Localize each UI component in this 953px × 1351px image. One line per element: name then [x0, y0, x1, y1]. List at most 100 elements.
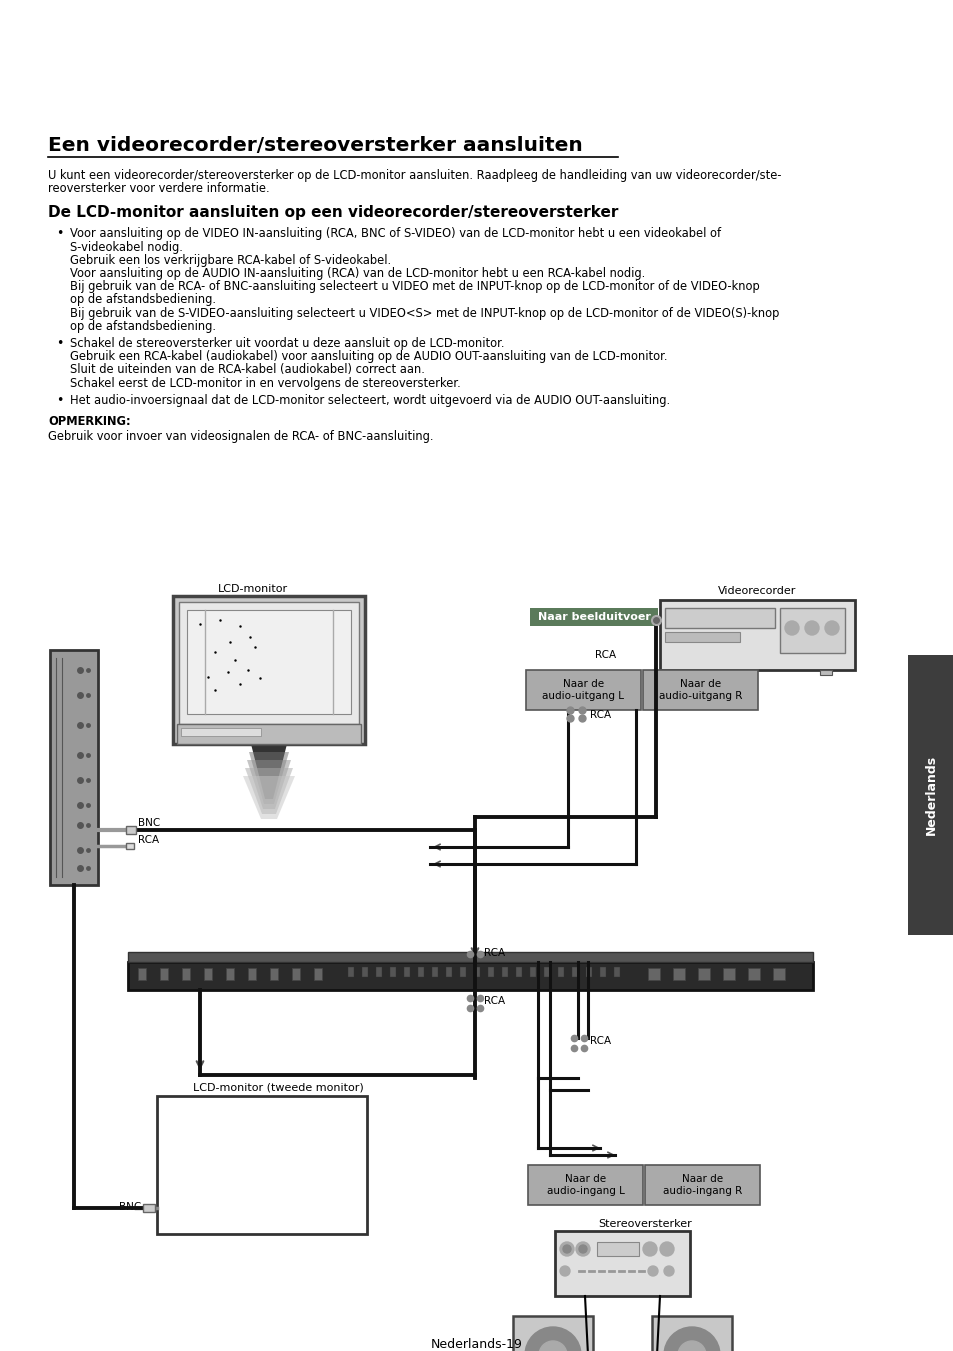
Polygon shape — [249, 753, 289, 804]
Polygon shape — [247, 761, 291, 809]
Text: Nederlands: Nederlands — [923, 755, 937, 835]
FancyBboxPatch shape — [555, 1231, 689, 1296]
Text: •: • — [56, 227, 63, 240]
Text: RCA: RCA — [589, 1036, 611, 1046]
FancyBboxPatch shape — [292, 969, 299, 979]
FancyBboxPatch shape — [128, 962, 812, 990]
FancyBboxPatch shape — [527, 1165, 642, 1205]
Circle shape — [562, 1246, 571, 1252]
Text: RCA: RCA — [483, 948, 504, 958]
FancyBboxPatch shape — [672, 969, 684, 979]
FancyBboxPatch shape — [177, 724, 360, 744]
Polygon shape — [243, 775, 294, 819]
FancyBboxPatch shape — [157, 1096, 367, 1233]
FancyBboxPatch shape — [747, 969, 760, 979]
FancyBboxPatch shape — [679, 670, 691, 676]
Text: Naar de
audio-uitgang L: Naar de audio-uitgang L — [542, 680, 624, 701]
Text: U kunt een videorecorder/stereoversterker op de LCD-monitor aansluiten. Raadplee: U kunt een videorecorder/stereoversterke… — [48, 169, 781, 182]
FancyBboxPatch shape — [226, 969, 233, 979]
FancyBboxPatch shape — [722, 969, 734, 979]
FancyBboxPatch shape — [530, 608, 658, 626]
FancyBboxPatch shape — [698, 969, 709, 979]
Polygon shape — [245, 767, 293, 815]
FancyBboxPatch shape — [907, 655, 953, 935]
FancyBboxPatch shape — [182, 969, 190, 979]
FancyBboxPatch shape — [543, 967, 550, 977]
FancyBboxPatch shape — [50, 650, 98, 885]
Text: Sluit de uiteinden van de RCA-kabel (audiokabel) correct aan.: Sluit de uiteinden van de RCA-kabel (aud… — [70, 363, 424, 377]
Text: LCD-monitor (tweede monitor): LCD-monitor (tweede monitor) — [193, 1084, 363, 1093]
Circle shape — [678, 1342, 705, 1351]
FancyBboxPatch shape — [314, 969, 322, 979]
FancyBboxPatch shape — [659, 600, 854, 670]
FancyBboxPatch shape — [488, 967, 494, 977]
FancyBboxPatch shape — [647, 969, 659, 979]
FancyBboxPatch shape — [664, 608, 774, 628]
Text: Bij gebruik van de S-VIDEO-aansluiting selecteert u VIDEO<S> met de INPUT-knop o: Bij gebruik van de S-VIDEO-aansluiting s… — [70, 307, 779, 320]
FancyBboxPatch shape — [204, 969, 212, 979]
Text: Schakel de stereoversterker uit voordat u deze aansluit op de LCD-monitor.: Schakel de stereoversterker uit voordat … — [70, 336, 504, 350]
FancyBboxPatch shape — [128, 952, 812, 962]
FancyBboxPatch shape — [172, 596, 365, 744]
Text: •: • — [56, 336, 63, 350]
Text: Stereoversterker: Stereoversterker — [598, 1219, 691, 1229]
FancyBboxPatch shape — [599, 967, 605, 977]
Text: Naar de
audio-ingang R: Naar de audio-ingang R — [662, 1174, 741, 1196]
FancyBboxPatch shape — [270, 969, 277, 979]
FancyBboxPatch shape — [403, 967, 410, 977]
Circle shape — [663, 1327, 720, 1351]
Text: Videorecorder: Videorecorder — [717, 586, 796, 596]
Circle shape — [784, 621, 799, 635]
FancyBboxPatch shape — [474, 967, 479, 977]
Text: LCD-monitor: LCD-monitor — [217, 584, 288, 594]
FancyBboxPatch shape — [126, 825, 136, 834]
FancyBboxPatch shape — [597, 1242, 639, 1256]
FancyBboxPatch shape — [143, 1204, 154, 1212]
Text: Gebruik voor invoer van videosignalen de RCA- of BNC-aansluiting.: Gebruik voor invoer van videosignalen de… — [48, 430, 433, 443]
Circle shape — [642, 1242, 657, 1256]
FancyBboxPatch shape — [248, 969, 255, 979]
Text: op de afstandsbediening.: op de afstandsbediening. — [70, 293, 215, 307]
FancyBboxPatch shape — [160, 969, 168, 979]
FancyBboxPatch shape — [390, 967, 395, 977]
FancyBboxPatch shape — [820, 670, 831, 676]
FancyBboxPatch shape — [585, 967, 592, 977]
Circle shape — [663, 1266, 673, 1275]
FancyBboxPatch shape — [446, 967, 452, 977]
FancyBboxPatch shape — [187, 611, 351, 713]
FancyBboxPatch shape — [417, 967, 423, 977]
FancyBboxPatch shape — [348, 967, 354, 977]
FancyBboxPatch shape — [644, 1165, 760, 1205]
Text: RCA: RCA — [595, 650, 616, 661]
Text: RCA: RCA — [483, 996, 504, 1006]
Circle shape — [524, 1327, 580, 1351]
Text: Een videorecorder/stereoversterker aansluiten: Een videorecorder/stereoversterker aansl… — [48, 136, 582, 155]
FancyBboxPatch shape — [525, 670, 640, 711]
FancyBboxPatch shape — [501, 967, 507, 977]
Circle shape — [559, 1266, 569, 1275]
FancyBboxPatch shape — [780, 608, 844, 653]
Circle shape — [576, 1242, 589, 1256]
FancyBboxPatch shape — [572, 967, 578, 977]
Text: Naar de
audio-ingang L: Naar de audio-ingang L — [546, 1174, 624, 1196]
Polygon shape — [251, 744, 287, 798]
FancyBboxPatch shape — [375, 967, 381, 977]
FancyBboxPatch shape — [772, 969, 784, 979]
Text: Nederlands-19: Nederlands-19 — [431, 1337, 522, 1351]
Text: Voor aansluiting op de AUDIO IN-aansluiting (RCA) van de LCD-monitor hebt u een : Voor aansluiting op de AUDIO IN-aansluit… — [70, 267, 644, 280]
Circle shape — [559, 1242, 574, 1256]
FancyBboxPatch shape — [516, 967, 521, 977]
Text: RCA: RCA — [138, 835, 159, 844]
Circle shape — [538, 1342, 566, 1351]
Text: Het audio-invoersignaal dat de LCD-monitor selecteert, wordt uitgevoerd via de A: Het audio-invoersignaal dat de LCD-monit… — [70, 393, 669, 407]
Text: S-videokabel nodig.: S-videokabel nodig. — [70, 240, 183, 254]
Text: Gebruik een RCA-kabel (audiokabel) voor aansluiting op de AUDIO OUT-aansluiting : Gebruik een RCA-kabel (audiokabel) voor … — [70, 350, 667, 363]
FancyBboxPatch shape — [138, 969, 146, 979]
Text: Bij gebruik van de RCA- of BNC-aansluiting selecteert u VIDEO met de INPUT-knop : Bij gebruik van de RCA- of BNC-aansluiti… — [70, 280, 759, 293]
FancyBboxPatch shape — [459, 967, 465, 977]
Text: RCA: RCA — [589, 711, 611, 720]
Text: Gebruik een los verkrijgbare RCA-kabel of S-videokabel.: Gebruik een los verkrijgbare RCA-kabel o… — [70, 254, 391, 266]
Circle shape — [578, 1246, 586, 1252]
Text: Naar beelduitvoer: Naar beelduitvoer — [537, 612, 650, 621]
Text: Naar de
audio-uitgang R: Naar de audio-uitgang R — [659, 680, 741, 701]
